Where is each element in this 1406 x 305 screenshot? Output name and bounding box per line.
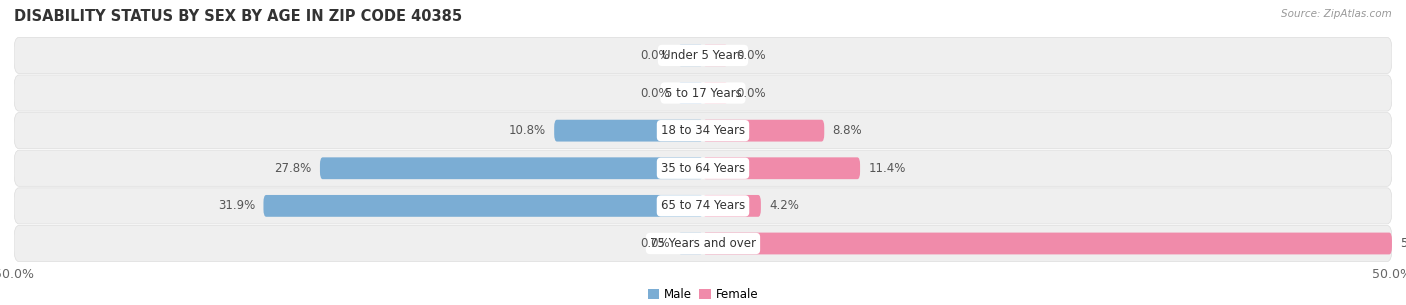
Text: 27.8%: 27.8% [274, 162, 312, 175]
FancyBboxPatch shape [14, 113, 1392, 149]
FancyBboxPatch shape [14, 225, 1392, 262]
FancyBboxPatch shape [14, 150, 1392, 186]
FancyBboxPatch shape [14, 188, 1392, 224]
Text: 0.0%: 0.0% [640, 49, 669, 62]
Text: 0.0%: 0.0% [640, 87, 669, 99]
FancyBboxPatch shape [14, 75, 1392, 111]
FancyBboxPatch shape [321, 157, 703, 179]
Text: 0.0%: 0.0% [737, 87, 766, 99]
Text: DISABILITY STATUS BY SEX BY AGE IN ZIP CODE 40385: DISABILITY STATUS BY SEX BY AGE IN ZIP C… [14, 9, 463, 24]
Text: 50.0%: 50.0% [1400, 237, 1406, 250]
FancyBboxPatch shape [703, 45, 728, 66]
Text: 0.0%: 0.0% [737, 49, 766, 62]
Text: 11.4%: 11.4% [869, 162, 905, 175]
FancyBboxPatch shape [678, 45, 703, 66]
Text: 10.8%: 10.8% [509, 124, 546, 137]
Text: Under 5 Years: Under 5 Years [662, 49, 744, 62]
FancyBboxPatch shape [703, 233, 1392, 254]
Text: 35 to 64 Years: 35 to 64 Years [661, 162, 745, 175]
Legend: Male, Female: Male, Female [643, 284, 763, 305]
FancyBboxPatch shape [703, 82, 728, 104]
Text: 8.8%: 8.8% [832, 124, 862, 137]
Text: 0.0%: 0.0% [640, 237, 669, 250]
Text: 75 Years and over: 75 Years and over [650, 237, 756, 250]
Text: 65 to 74 Years: 65 to 74 Years [661, 199, 745, 212]
Text: Source: ZipAtlas.com: Source: ZipAtlas.com [1281, 9, 1392, 19]
Text: 18 to 34 Years: 18 to 34 Years [661, 124, 745, 137]
Text: 5 to 17 Years: 5 to 17 Years [665, 87, 741, 99]
Text: 31.9%: 31.9% [218, 199, 254, 212]
FancyBboxPatch shape [703, 157, 860, 179]
FancyBboxPatch shape [14, 37, 1392, 74]
FancyBboxPatch shape [263, 195, 703, 217]
FancyBboxPatch shape [554, 120, 703, 142]
FancyBboxPatch shape [678, 233, 703, 254]
Text: 4.2%: 4.2% [769, 199, 799, 212]
FancyBboxPatch shape [703, 120, 824, 142]
FancyBboxPatch shape [703, 195, 761, 217]
FancyBboxPatch shape [678, 82, 703, 104]
